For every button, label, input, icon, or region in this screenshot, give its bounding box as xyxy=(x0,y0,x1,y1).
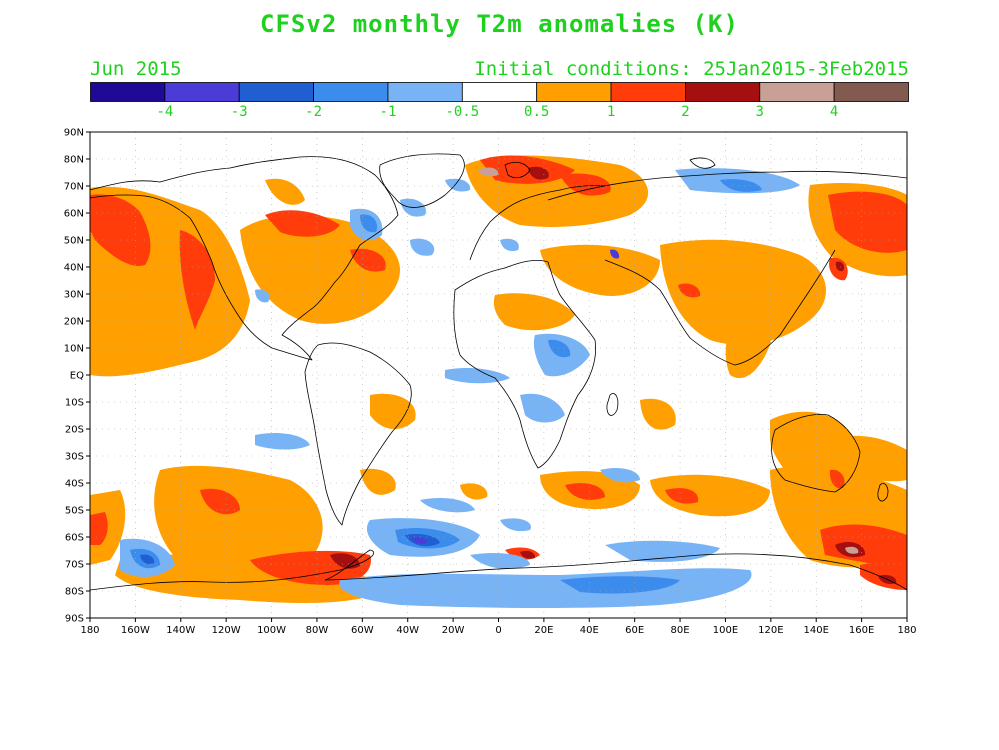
longitude-label: 100E xyxy=(713,625,738,636)
longitude-label: 120E xyxy=(758,625,783,636)
colorbar-tick-label: -4 xyxy=(156,104,173,118)
longitude-label: 140W xyxy=(166,625,195,636)
longitude-label: 180 xyxy=(897,625,916,636)
latitude-label: 50N xyxy=(64,236,84,247)
colorbar-swatch xyxy=(238,82,314,102)
colorbar-swatch xyxy=(461,82,538,102)
colorbar-tick-label: 2 xyxy=(681,104,689,118)
colorbar-tick-label: 0.5 xyxy=(524,104,549,118)
colorbar-swatch xyxy=(90,82,166,102)
latitude-label: 40S xyxy=(65,479,84,490)
colorbar-tick-label: -1 xyxy=(380,104,397,118)
map-ticks xyxy=(86,131,908,622)
longitude-label: 80W xyxy=(306,625,329,636)
latitude-label: 80S xyxy=(65,587,84,598)
anomaly-map: 90N 80N 70N 60N 50N 40N 30N 20N 10N EQ 10S 20S 30S 40… xyxy=(64,128,917,637)
latitude-labels: 90N 80N 70N 60N 50N 40N 30N 20N 10N EQ 10S 20S 30S 40… xyxy=(64,128,84,625)
warm-anomaly-level3 xyxy=(330,166,897,585)
coastlines xyxy=(90,153,907,591)
latitude-label: 20S xyxy=(65,425,84,436)
initial-conditions-label: Initial conditions: 25Jan2015-3Feb2015 xyxy=(474,58,909,80)
colorbar-tick-label: 3 xyxy=(756,104,764,118)
longitude-label: 40W xyxy=(396,625,419,636)
longitude-label: 100W xyxy=(257,625,286,636)
latitude-label: 90S xyxy=(65,614,84,625)
warm-anomaly-level2 xyxy=(90,155,907,590)
longitude-label: 20E xyxy=(534,625,553,636)
valid-month-label: Jun 2015 xyxy=(90,58,182,80)
latitude-label: 80N xyxy=(64,155,84,166)
colorbar-swatch xyxy=(759,82,835,102)
colorbar-swatch xyxy=(610,82,686,102)
colorbar-swatch xyxy=(685,82,761,102)
latitude-label: 50S xyxy=(65,506,84,517)
latitude-label: 70S xyxy=(65,560,84,571)
latitude-label: EQ xyxy=(70,371,84,382)
longitude-label: 40E xyxy=(580,625,599,636)
longitude-label: 60E xyxy=(625,625,644,636)
latitude-label: 10N xyxy=(64,344,84,355)
colorbar-tick-label: 4 xyxy=(830,104,838,118)
latitude-label: 30N xyxy=(64,290,84,301)
longitude-label: 120W xyxy=(212,625,241,636)
colorbar-tick-label: -0.5 xyxy=(445,104,479,118)
longitude-label: 160W xyxy=(121,625,150,636)
colorbar-swatch xyxy=(313,82,389,102)
latitude-label: 30S xyxy=(65,452,84,463)
latitude-label: 10S xyxy=(65,398,84,409)
latitude-label: 90N xyxy=(64,128,84,139)
cool-anomaly-level4 xyxy=(412,249,620,544)
longitude-label: 20W xyxy=(442,625,465,636)
map-gridlines xyxy=(90,132,907,618)
map-title: CFSv2 monthly T2m anomalies (K) xyxy=(260,10,739,38)
longitude-label: 60W xyxy=(351,625,374,636)
latitude-label: 20N xyxy=(64,317,84,328)
colorbar-tick-label: -2 xyxy=(305,104,322,118)
longitude-label: 160E xyxy=(849,625,874,636)
latitude-label: 60S xyxy=(65,533,84,544)
longitude-label: 140E xyxy=(804,625,829,636)
colorbar-tick-label: -3 xyxy=(231,104,248,118)
latitude-label: 60N xyxy=(64,209,84,220)
longitude-labels: 180 160W 140W 120W 100W 80W 60W 40W 20W 0 20E 40E 60… xyxy=(80,625,916,636)
longitude-label: 180 xyxy=(80,625,99,636)
colorbar-tick-label: 1 xyxy=(607,104,615,118)
colorbar-legend: -4 -3 -2 -1 -0.5 0.5 1 2 3 4 xyxy=(90,82,909,118)
latitude-label: 40N xyxy=(64,263,84,274)
longitude-label: 80E xyxy=(671,625,690,636)
longitude-label: 0 xyxy=(495,625,501,636)
warm-anomaly-level4 xyxy=(478,167,859,554)
latitude-label: 70N xyxy=(64,182,84,193)
colorbar-swatch xyxy=(536,82,612,102)
colorbar-swatch xyxy=(164,82,240,102)
colorbar-swatch xyxy=(833,82,909,102)
colorbar-swatch xyxy=(387,82,463,102)
